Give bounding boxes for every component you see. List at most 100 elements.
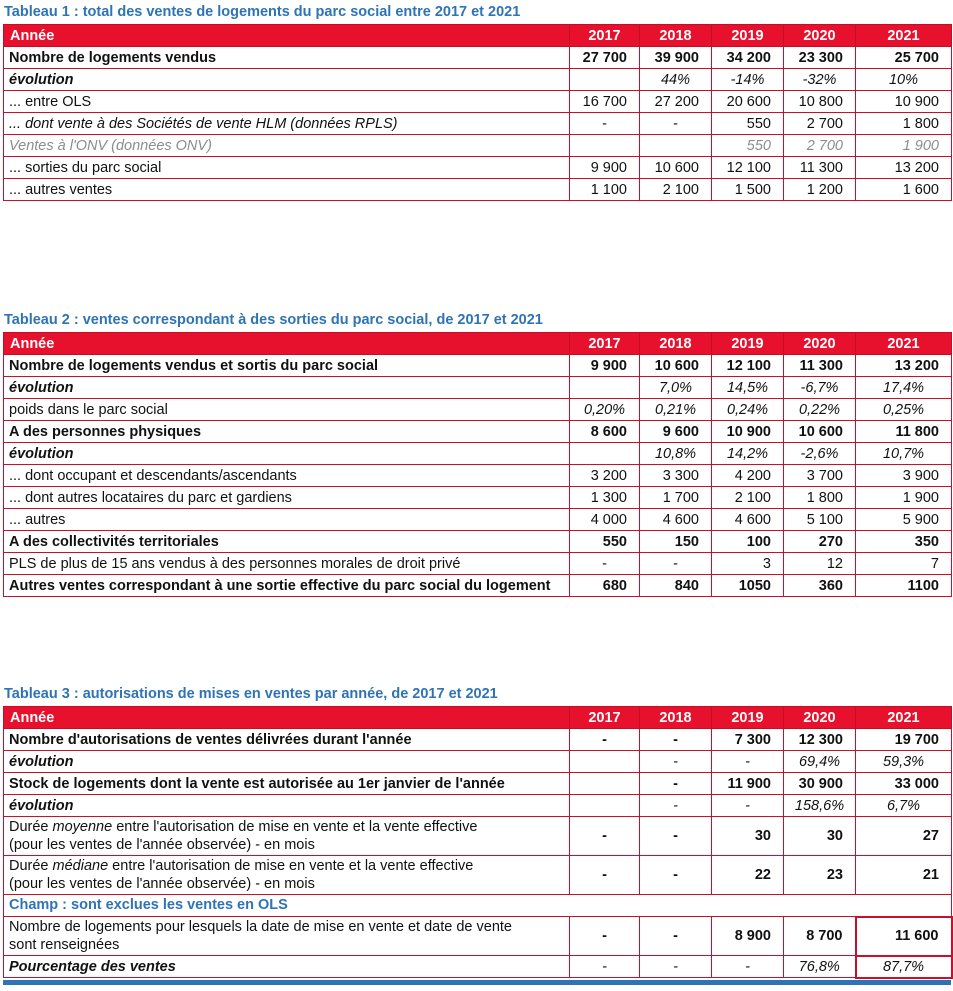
table-row: évolution - -69,4% 59,3% (3, 750, 952, 773)
row-label: ... entre OLS (3, 90, 570, 113)
table-row: Nombre de logements vendus 27 700 39 900 34… (3, 46, 952, 69)
table-row: ... dont occupant et descendants/ascenda… (3, 464, 952, 487)
header-year: 2019 (711, 332, 784, 355)
cell-value (569, 134, 640, 157)
cell-value: 0,21% (639, 398, 712, 421)
cell-value: 3 200 (569, 464, 640, 487)
row-label-segment: (pour les ventes de l'année observée) - … (9, 876, 315, 892)
cell-value: 76,8% (783, 955, 856, 978)
cell-value: 11 600 (854, 915, 953, 957)
cell-value: 11 300 (783, 156, 856, 179)
cell-value: 350 (855, 530, 952, 553)
row-label: évolution (3, 376, 570, 399)
table-row: Stock de logements dont la vente est aut… (3, 772, 952, 795)
cell-value: 10% (855, 68, 952, 91)
row-label: ... autres (3, 508, 570, 531)
cell-value: 17,4% (855, 376, 952, 399)
row-label: Nombre de logements vendus et sortis du … (3, 354, 570, 377)
cell-value: 27 200 (639, 90, 712, 113)
row-label: évolution (3, 794, 570, 817)
row-label: Durée médiane entre l'autorisation de mi… (3, 855, 570, 895)
cell-value: 1 900 (855, 134, 952, 157)
row-label-segment: entre l'autorisation de mise en vente et… (112, 819, 478, 835)
cell-value: 0,20% (569, 398, 640, 421)
cell-value: 13 200 (855, 354, 952, 377)
cell-value: 27 (855, 816, 952, 856)
cell-value: 8 600 (569, 420, 640, 443)
table-row: A des personnes physiques 8 600 9 600 10 90… (3, 420, 952, 443)
cell-value: - (569, 855, 640, 895)
cell-value: 0,24% (711, 398, 784, 421)
row-label: PLS de plus de 15 ans vendus à des perso… (3, 552, 570, 575)
row-label-segment: sont renseignées (9, 937, 120, 953)
cell-value: 1 300 (569, 486, 640, 509)
cell-value: 1 500 (711, 178, 784, 201)
header-year: 2018 (639, 24, 712, 47)
cell-value (569, 68, 640, 91)
cell-value: 44% (639, 68, 712, 91)
cell-value: 550 (711, 112, 784, 135)
data-table: Année 2017 2018 2019 2020 2021 Nombre d'autori… (3, 706, 953, 979)
row-label: ... dont autres locataires du parc et ga… (3, 486, 570, 509)
cell-value: 14,2% (711, 442, 784, 465)
row-label: A des collectivités territoriales (3, 530, 570, 553)
cell-value: 5 900 (855, 508, 952, 531)
cell-value: 39 900 (639, 46, 712, 69)
cell-value: 2 700 (783, 112, 856, 135)
table-title: Tableau 2 : ventes correspondant à des s… (4, 312, 543, 328)
table-row: évolution 7,0% 14,5% -6,7% 17,4% (3, 376, 952, 399)
cell-value: 7 300 (711, 728, 784, 751)
cell-value: 680 (569, 574, 640, 597)
cell-value: 0,25% (855, 398, 952, 421)
header-year: 2019 (711, 706, 784, 729)
cell-value: 10 600 (639, 354, 712, 377)
cell-value: - (639, 955, 712, 978)
cell-value: - (711, 750, 784, 773)
cell-value: 10 900 (711, 420, 784, 443)
cell-value: -6,7% (783, 376, 856, 399)
table-row: évolution - -158,6% 6,7% (3, 794, 952, 817)
cell-value: - (569, 816, 640, 856)
cell-value: 2 100 (639, 178, 712, 201)
table-block-3: Tableau 3 : autorisations de mises en ve… (3, 685, 953, 979)
cell-value: 30 900 (783, 772, 856, 795)
cell-value: 11 800 (855, 420, 952, 443)
cell-value: 2 100 (711, 486, 784, 509)
header-year: 2020 (783, 706, 856, 729)
row-label-segment: Durée (9, 819, 53, 835)
cell-value: 23 (783, 855, 856, 895)
cell-value: 1 200 (783, 178, 856, 201)
row-label: poids dans le parc social (3, 398, 570, 421)
row-label: Nombre d'autorisations de ventes délivré… (3, 728, 570, 751)
cell-value: 9 900 (569, 354, 640, 377)
table-row: évolution 44% -14% -32% 10% (3, 68, 952, 91)
cell-value: 33 000 (855, 772, 952, 795)
table-row: évolution 10,8% 14,2% -2,6% 10,7% (3, 442, 952, 465)
table-row: Nombre de logements vendus et sortis du … (3, 354, 952, 377)
row-label: Stock de logements dont la vente est aut… (3, 772, 570, 795)
cell-value: 1 900 (855, 486, 952, 509)
row-label: Pourcentage des ventes (3, 955, 570, 978)
row-label: évolution (3, 750, 570, 773)
cell-value: 7,0% (639, 376, 712, 399)
table-block-1: Tableau 1 : total des ventes de logement… (3, 3, 953, 201)
table-block-2: Tableau 2 : ventes correspondant à des s… (3, 311, 953, 597)
cell-value: - (639, 916, 712, 956)
cell-value: 7 (855, 552, 952, 575)
cell-value: 30 (711, 816, 784, 856)
table-row: A des collectivités territoriales 550 150 1… (3, 530, 952, 553)
cell-value: 150 (639, 530, 712, 553)
cell-value: 4 200 (711, 464, 784, 487)
cell-value (569, 376, 640, 399)
cell-value: 5 100 (783, 508, 856, 531)
data-table: Année 2017 2018 2019 2020 2021 Nombre de logem… (3, 24, 952, 201)
cell-value: - (569, 916, 640, 956)
header-year: 2018 (639, 332, 712, 355)
table-row: Nombre de logements pour lesquels la dat… (3, 915, 953, 957)
header-year: 2020 (783, 332, 856, 355)
header-year: 2021 (855, 24, 952, 47)
table-row: ... entre OLS 16 700 27 200 20 600 10 800 10 … (3, 90, 952, 113)
row-label: ... dont vente à des Sociétés de vente H… (3, 112, 570, 135)
cell-value: - (639, 112, 712, 135)
row-label-segment: entre l'autorisation de mise en vente et… (108, 858, 474, 874)
